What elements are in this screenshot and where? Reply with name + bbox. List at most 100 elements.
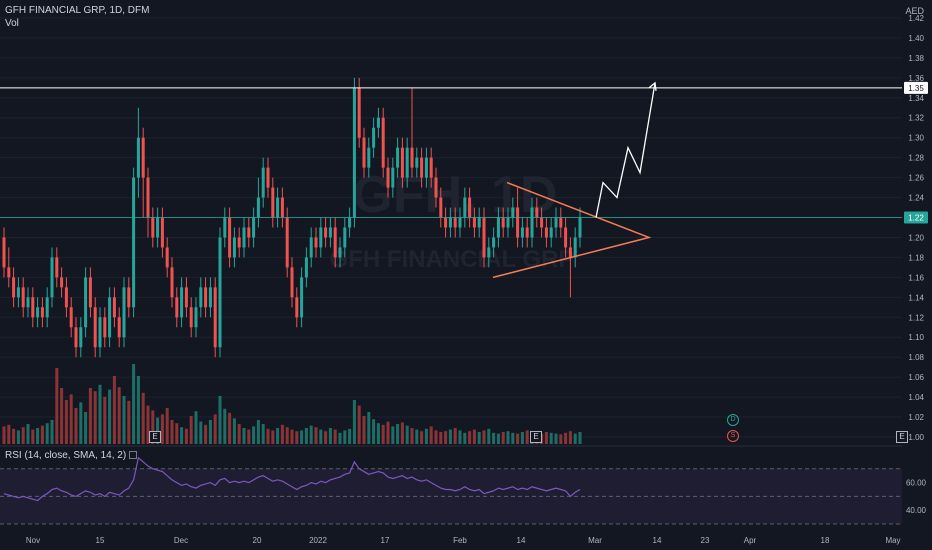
- volume-bar: [564, 432, 568, 444]
- volume-bar: [127, 400, 131, 444]
- y-tick-label: 1.10: [908, 333, 924, 342]
- volume-bar: [343, 430, 347, 444]
- candle-body: [472, 217, 476, 228]
- price-tag-label: 1.22: [908, 214, 924, 223]
- candle-body: [448, 217, 452, 228]
- candle-body: [50, 257, 54, 298]
- candle-body: [420, 157, 424, 178]
- rsi-line: [3, 456, 581, 502]
- volume-bar: [122, 396, 126, 444]
- volume-bar: [324, 431, 328, 444]
- candle-body: [434, 177, 438, 198]
- candle-body: [578, 217, 582, 238]
- volume-bar: [7, 424, 11, 444]
- volume-bar: [108, 389, 112, 444]
- volume-bar: [156, 417, 160, 444]
- y-tick-label: 1.36: [908, 74, 924, 83]
- candle-body: [549, 227, 553, 238]
- volume-bar: [16, 430, 20, 444]
- y-tick-label: 1.20: [908, 233, 924, 242]
- candle-body: [213, 287, 217, 348]
- volume-bar: [160, 414, 164, 444]
- volume-bar: [199, 421, 203, 444]
- rsi-legend[interactable]: RSI (14, close, SMA, 14, 2): [5, 450, 138, 461]
- split-marker[interactable]: S: [727, 430, 739, 442]
- candle-body: [511, 207, 515, 218]
- volume-bar: [376, 423, 380, 444]
- candle-body: [295, 297, 299, 318]
- candle-body: [242, 227, 246, 248]
- x-tick-label: Apr: [744, 536, 757, 545]
- candle-body: [21, 287, 25, 308]
- candle-body: [271, 187, 275, 218]
- volume-bar: [439, 432, 443, 444]
- candle-body: [141, 137, 145, 178]
- volume-bar: [372, 419, 376, 444]
- volume-bar: [247, 429, 251, 444]
- volume-bar: [146, 405, 150, 444]
- y-tick-label: 1.42: [908, 14, 924, 23]
- candle-body: [405, 147, 409, 178]
- earnings-marker-3[interactable]: E: [896, 431, 908, 443]
- y-tick-label: 1.30: [908, 134, 924, 143]
- candle-body: [170, 267, 174, 298]
- candle-body: [415, 157, 419, 168]
- x-tick-label: 23: [701, 536, 710, 545]
- candle-body: [136, 137, 140, 178]
- candle-body: [237, 237, 241, 248]
- candle-body: [525, 227, 529, 238]
- candle-body: [36, 307, 40, 318]
- volume-bar: [511, 432, 515, 444]
- volume-bar: [103, 396, 107, 444]
- candle-body: [333, 227, 337, 258]
- candle-body: [88, 277, 92, 308]
- visibility-toggle-icon[interactable]: [129, 451, 138, 460]
- volume-bar: [218, 396, 222, 444]
- candle-body: [2, 237, 6, 268]
- y-tick-label: 1.18: [908, 253, 924, 262]
- volume-bar: [276, 428, 280, 444]
- volume-bar: [578, 432, 582, 444]
- volume-bar: [309, 425, 313, 444]
- candle-body: [45, 297, 49, 318]
- volume-bar: [290, 429, 294, 444]
- volume-bar: [141, 392, 145, 444]
- candle-body: [372, 127, 376, 148]
- volume-bar: [525, 430, 529, 444]
- earnings-marker-2[interactable]: E: [530, 431, 542, 443]
- volume-bar: [2, 426, 6, 444]
- price-tag-label: 1.35: [908, 84, 924, 93]
- earnings-marker-1[interactable]: E: [149, 431, 161, 443]
- volume-bar: [50, 420, 54, 444]
- candle-body: [357, 87, 361, 138]
- rsi-tick-label: 60.00: [906, 479, 927, 488]
- volume-bar: [74, 408, 78, 444]
- candle-body: [520, 227, 524, 238]
- dividend-marker[interactable]: D: [727, 414, 739, 426]
- candle-body: [444, 217, 448, 228]
- candle-body: [410, 147, 414, 168]
- candle-body: [424, 157, 428, 178]
- symbol-legend[interactable]: GFH FINANCIAL GRP, 1D, DFM: [5, 5, 150, 16]
- volume-bar: [501, 432, 505, 444]
- volume-bar: [271, 430, 275, 444]
- volume-bar: [396, 424, 400, 444]
- candle-body: [319, 227, 323, 248]
- candle-body: [55, 257, 59, 278]
- volume-bar: [410, 428, 414, 444]
- volume-bar: [405, 425, 409, 444]
- y-tick-label: 1.02: [908, 413, 924, 422]
- volume-legend[interactable]: Vol: [5, 18, 19, 29]
- candle-body: [290, 267, 294, 298]
- candle-body: [204, 287, 208, 308]
- volume-bar: [117, 387, 121, 444]
- volume-bar: [84, 412, 88, 444]
- watermark-name: GFH FINANCIAL GRP: [330, 246, 575, 273]
- volume-bar: [559, 434, 563, 444]
- volume-bar: [170, 420, 174, 444]
- y-tick-label: 1.38: [908, 54, 924, 63]
- candle-body: [300, 277, 304, 318]
- volume-bar: [304, 428, 308, 444]
- candle-body: [194, 307, 198, 328]
